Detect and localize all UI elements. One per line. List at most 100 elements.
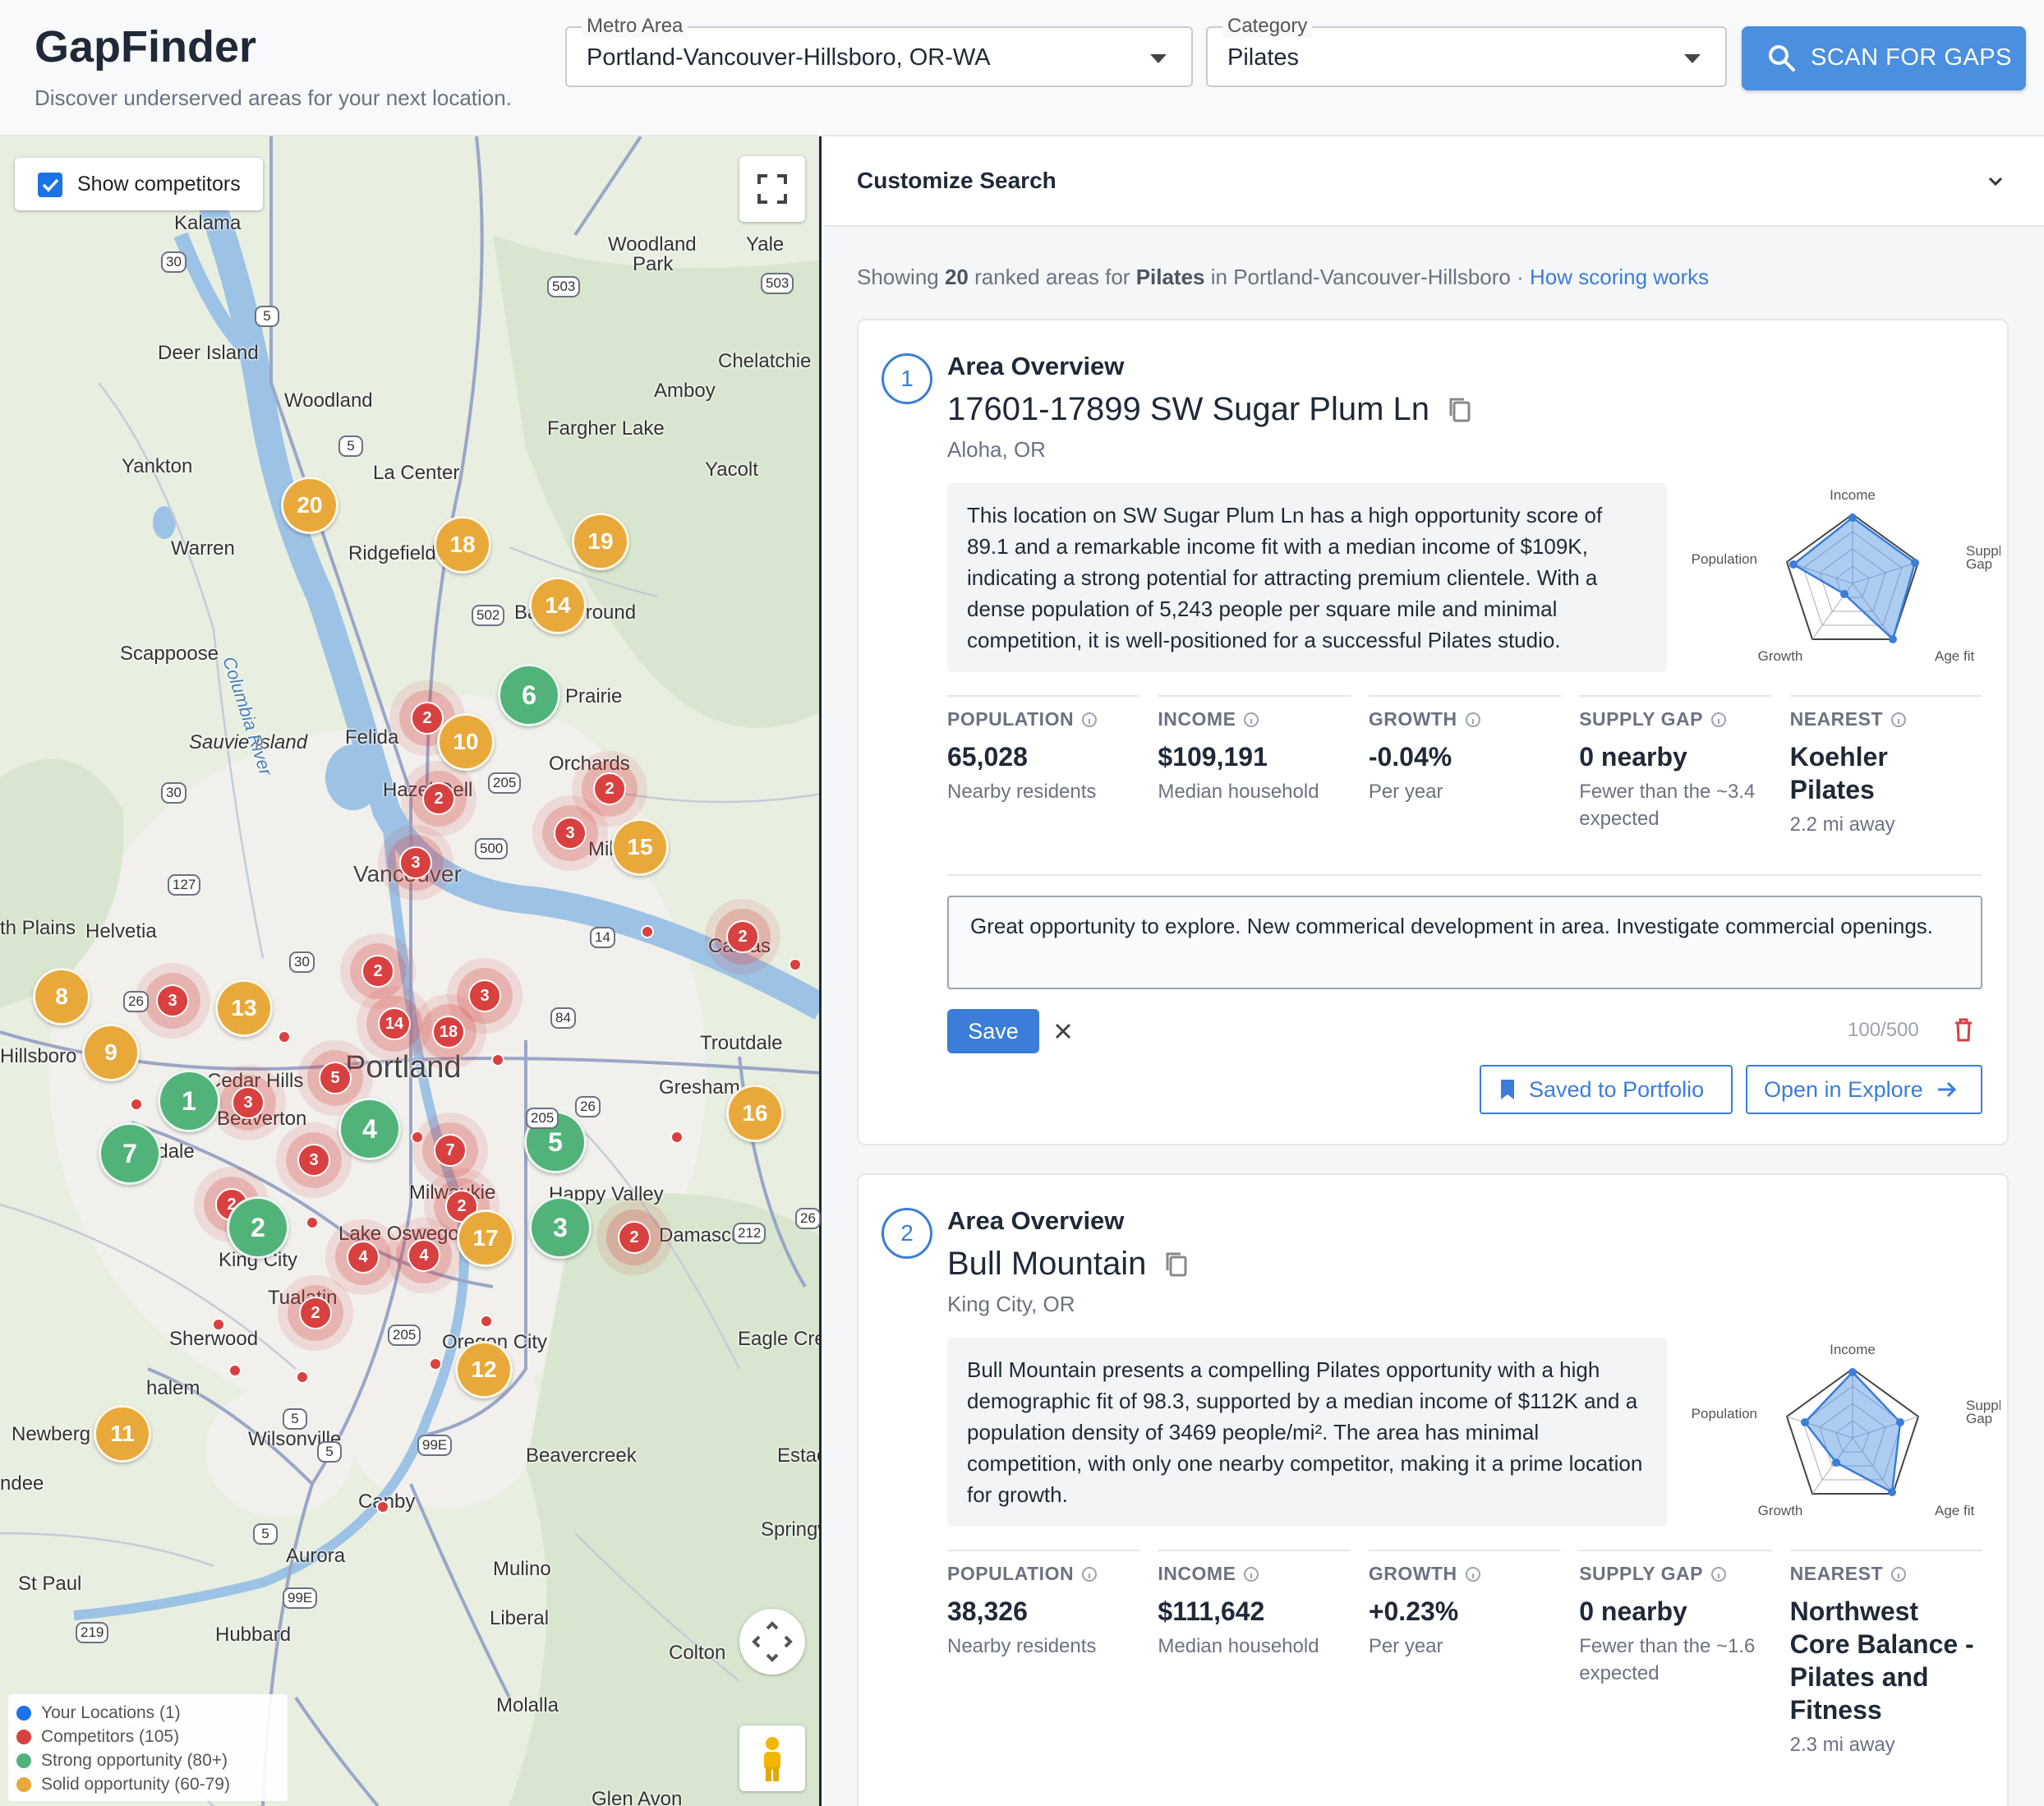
competitor-marker[interactable] [306,1216,319,1229]
competitor-cluster[interactable]: 3 [232,1086,265,1119]
scan-for-gaps-button[interactable]: SCAN FOR GAPS [1742,26,2026,90]
trash-icon[interactable] [1951,1016,1976,1044]
radar-label-supply: Supply [1966,1398,2000,1413]
copy-icon[interactable] [1448,396,1472,424]
competitor-marker[interactable] [411,1131,424,1144]
info-icon[interactable] [1244,1566,1259,1582]
competitor-cluster[interactable]: 14 [378,1007,411,1040]
map-view[interactable]: Kalama Woodland Park Yale Deer Island Wo… [0,136,822,1806]
info-icon[interactable] [1082,1566,1098,1582]
note-textarea[interactable]: Great opportunity to explore. New commer… [947,896,1982,989]
map-label: St Paul [18,1573,82,1595]
strong-opportunity-cluster[interactable]: 1 [158,1070,220,1132]
competitor-marker[interactable] [130,1098,143,1111]
show-competitors-toggle[interactable]: Show competitors [15,158,263,210]
info-icon[interactable] [1710,1566,1726,1582]
competitor-cluster[interactable]: 3 [468,979,501,1012]
competitor-marker[interactable] [296,1371,309,1384]
competitor-cluster[interactable]: 3 [297,1144,330,1177]
map-label: Prairie [565,685,623,707]
stat-label: INCOME [1158,708,1236,730]
solid-opportunity-cluster[interactable]: 10 [437,713,495,771]
metro-area-select[interactable]: Metro Area Portland-Vancouver-Hillsboro,… [565,15,1193,87]
competitor-cluster[interactable]: 4 [407,1239,440,1272]
competitor-marker[interactable] [641,925,654,938]
competitor-marker[interactable] [480,1315,493,1328]
competitor-marker[interactable] [429,1357,442,1371]
competitor-cluster[interactable]: 2 [593,772,626,805]
saved-to-portfolio-button[interactable]: Saved to Portfolio [1480,1065,1733,1114]
info-icon[interactable] [1244,712,1259,727]
radar-label-growth: Growth [1758,648,1803,664]
solid-opportunity-cluster[interactable]: 19 [572,513,629,570]
info-icon[interactable] [1082,712,1098,727]
open-in-explore-button[interactable]: Open in Explore [1746,1065,1982,1114]
strong-opportunity-cluster[interactable]: 2 [227,1196,289,1259]
solid-opportunity-cluster[interactable]: 16 [726,1085,784,1142]
competitor-marker[interactable] [212,1318,225,1331]
solid-opportunity-cluster[interactable]: 14 [529,577,587,634]
solid-opportunity-cluster[interactable]: 12 [455,1341,513,1398]
stat-population: POPULATION 65,028 Nearby residents [947,695,1140,838]
radar-label-income: Income [1830,487,1876,503]
competitor-cluster[interactable]: 7 [434,1134,467,1167]
competitor-cluster[interactable]: 3 [399,846,432,879]
area-address: 17601-17899 SW Sugar Plum Ln [947,391,1430,427]
stat-sub: Median household [1158,1635,1319,1657]
competitor-marker[interactable] [670,1131,684,1144]
strong-opportunity-cluster[interactable]: 4 [338,1098,401,1160]
competitor-cluster[interactable]: 2 [618,1221,651,1254]
competitor-cluster[interactable]: 4 [347,1241,380,1274]
strong-opportunity-cluster[interactable]: 5 [524,1111,587,1173]
solid-opportunity-cluster[interactable]: 20 [281,477,338,534]
save-note-button[interactable]: Save [947,1009,1039,1053]
competitor-cluster[interactable]: 18 [432,1016,465,1048]
competitor-cluster[interactable]: 2 [361,955,394,988]
solid-opportunity-cluster[interactable]: 15 [611,818,669,876]
competitor-cluster[interactable]: 3 [156,984,189,1017]
fullscreen-button[interactable] [739,156,805,222]
info-icon[interactable] [1710,712,1726,727]
strong-opportunity-cluster[interactable]: 6 [498,664,560,726]
info-icon[interactable] [1891,1566,1907,1582]
competitor-marker[interactable] [376,1500,389,1513]
category-select[interactable]: Category Pilates [1206,15,1727,87]
customize-search-toggle[interactable]: Customize Search [824,136,2044,227]
competitor-cluster[interactable]: 2 [445,1190,478,1223]
copy-icon[interactable] [1164,1251,1189,1278]
strong-opportunity-cluster[interactable]: 7 [99,1122,161,1185]
street-view-button[interactable] [739,1725,805,1791]
how-scoring-works-link[interactable]: How scoring works [1530,265,1710,289]
competitor-marker[interactable] [278,1030,291,1044]
solid-opportunity-cluster[interactable]: 11 [94,1405,151,1463]
info-icon[interactable] [1465,712,1480,727]
competitor-cluster[interactable]: 5 [319,1062,352,1094]
solid-opportunity-cluster[interactable]: 8 [33,968,90,1025]
close-icon[interactable] [1049,1017,1077,1045]
radar-label-gap: Gap [1966,1411,1992,1426]
solid-opportunity-cluster[interactable]: 13 [215,979,273,1037]
strong-opportunity-cluster[interactable]: 3 [529,1196,592,1259]
competitor-cluster[interactable]: 2 [411,702,444,735]
solid-opportunity-cluster[interactable]: 18 [434,516,491,574]
competitor-cluster[interactable]: 2 [726,920,759,953]
competitor-cluster[interactable]: 2 [422,782,455,815]
map-label: Kalama [174,212,242,234]
info-icon[interactable] [1891,712,1907,727]
solid-opportunity-cluster[interactable]: 9 [82,1024,140,1081]
competitor-marker[interactable] [228,1364,242,1377]
checkbox-checked-icon[interactable] [38,173,62,197]
stat-value: 65,028 [947,742,1028,772]
pan-control-button[interactable] [739,1609,805,1675]
tagline: Discover underserved areas for your next… [35,85,512,110]
solid-opportunity-cluster[interactable]: 17 [457,1209,514,1267]
stat-supply-gap: SUPPLY GAP 0 nearby Fewer than the ~1.6 ex… [1579,1550,1772,1758]
competitor-cluster[interactable]: 3 [554,817,587,850]
radar-label-population: Population [1692,551,1757,567]
competitor-marker[interactable] [789,958,802,971]
competitor-cluster[interactable]: 2 [299,1297,332,1329]
competitor-marker[interactable] [491,1053,504,1067]
saved-label: Saved to Portfolio [1529,1076,1705,1102]
info-icon[interactable] [1465,1566,1480,1582]
stat-label: SUPPLY GAP [1579,1563,1703,1584]
